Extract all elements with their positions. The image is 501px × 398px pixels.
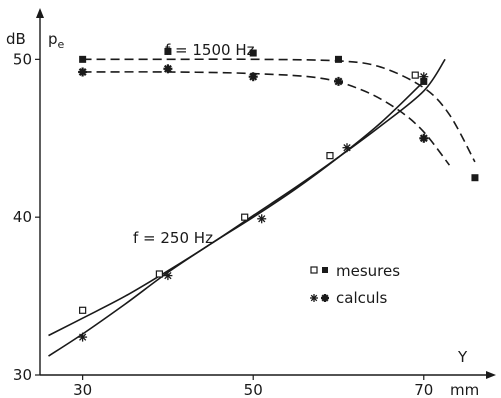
annotation-f250: f = 250 Hz [133,229,213,247]
point-f1500-calculs-4 [419,133,429,143]
point-f1500-mesures-0 [79,55,87,63]
point-f250-mesures-4 [411,71,419,79]
y-axis-label: pe [48,30,65,51]
point-f1500-mesures-1 [164,47,172,55]
x-tick-label-50: 50 [244,381,263,398]
x-unit-label: mm [450,381,479,398]
y-axis-arrow [36,8,44,18]
point-f1500-calculs-0 [78,67,88,77]
point-f250-calculs-2 [257,214,267,224]
point-f250-calculs-2-stroke [258,215,266,223]
markers [78,47,479,342]
point-f1500-mesures-3 [334,55,342,63]
curve-f1500-calculs [82,71,451,166]
point-f1500-calculs-1-stroke [163,64,172,73]
y-axis-label-main: p [48,30,58,48]
point-f250-calculs-4-stroke [420,73,428,81]
point-f1500-calculs-2 [248,72,258,82]
y-tick-label-40: 40 [13,208,32,226]
point-f1500-mesures-4 [420,77,428,85]
curve-f1500-mesures [82,58,476,163]
y-tick-label-50: 50 [13,50,32,68]
y-tick-label-30: 30 [13,366,32,384]
point-f1500-mesures-5 [471,174,479,182]
legend-filled-square-marker [322,267,328,273]
legend-star-markers [310,294,329,302]
point-f250-calculs-3-stroke [343,144,351,152]
legend-filled-star-marker [321,294,329,302]
legend-open-square-marker [310,266,318,274]
point-f250-calculs-1-stroke [164,271,172,280]
legend-filled-star-marker-stroke [321,294,329,302]
point-f1500-calculs-2-stroke [249,72,258,81]
point-f1500-calculs-1 [163,64,173,74]
point-f250-mesures-2 [241,213,249,221]
annotation-f1500: f = 1500 Hz [165,41,255,59]
y-unit-label: dB [6,30,26,48]
legend-calculs-label: calculs [336,289,388,307]
point-f1500-calculs-3-stroke [334,77,343,86]
point-f250-calculs-3 [342,143,352,153]
ticks: 30 50 70 30 40 50 [13,50,433,398]
point-f250-calculs-4 [419,72,429,82]
point-f250-calculs-1 [163,271,173,281]
x-tick-label-70: 70 [414,381,433,398]
legend: mesures calculs [310,262,400,307]
x-axis-arrow [486,371,496,379]
y-axis-label-sub: e [58,38,65,51]
point-f250-calculs-0-stroke [79,333,87,341]
curve-f250-calculs [48,80,425,357]
point-f250-mesures-3 [326,152,334,160]
point-f1500-mesures-2 [249,49,257,57]
legend-asterisk-marker-stroke [310,294,318,302]
point-f250-calculs-0 [78,332,88,342]
point-f1500-calculs-0-stroke [78,68,87,76]
x-tick-label-30: 30 [73,381,92,398]
point-f1500-calculs-4-stroke [419,134,428,143]
point-f250-mesures-1 [155,270,163,278]
curves [48,58,476,357]
point-f250-mesures-0 [79,306,87,314]
legend-mesures-label: mesures [336,262,400,280]
legend-asterisk-marker [310,294,318,302]
curve-f250-mesures [48,58,446,337]
point-f1500-calculs-3 [334,76,343,86]
x-axis-label: Y [457,348,468,366]
